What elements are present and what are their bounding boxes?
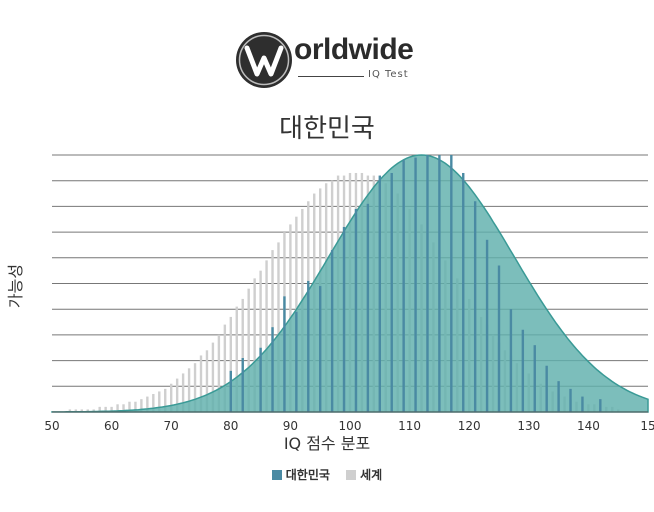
bar-korea xyxy=(599,399,602,412)
legend: 대한민국 세계 xyxy=(0,466,654,483)
bar-world xyxy=(277,242,280,412)
x-tick-label: 15 xyxy=(640,419,654,433)
bar-korea xyxy=(473,201,477,412)
bar-world xyxy=(74,409,78,412)
bar-world xyxy=(116,404,119,412)
legend-label-world: 세계 xyxy=(360,468,383,482)
bar-korea xyxy=(485,239,489,412)
legend-item-world[interactable]: 세계 xyxy=(346,466,382,483)
bar-world xyxy=(122,404,125,412)
y-axis-label: 가능성 xyxy=(6,263,26,309)
x-tick-label: 120 xyxy=(458,419,481,433)
bar-korea xyxy=(354,208,358,412)
bar-korea xyxy=(366,203,370,412)
x-tick-label: 90 xyxy=(283,419,298,433)
bar-world xyxy=(259,270,262,412)
bar-world xyxy=(164,388,167,412)
bar-world xyxy=(128,401,131,412)
bar-world xyxy=(235,306,238,412)
bar-korea xyxy=(307,280,310,412)
x-tick-label: 110 xyxy=(398,419,421,433)
bar-world xyxy=(193,363,197,412)
bar-korea xyxy=(390,172,393,412)
korea-series xyxy=(229,155,602,412)
bar-world xyxy=(241,298,244,412)
bar-korea xyxy=(509,309,513,412)
bar-korea xyxy=(521,329,525,412)
bar-world xyxy=(223,324,227,412)
x-tick-label: 50 xyxy=(44,419,59,433)
logo-divider xyxy=(298,76,364,77)
logo-subtitle: IQ Test xyxy=(368,69,409,80)
bar-world xyxy=(229,316,232,412)
bar-world xyxy=(253,278,256,412)
bar-world xyxy=(170,383,173,412)
bar-world xyxy=(265,260,268,412)
bar-korea xyxy=(330,250,334,412)
bar-world xyxy=(211,342,215,412)
bar-korea xyxy=(426,155,429,412)
x-tick-label: 70 xyxy=(164,419,179,433)
bar-world xyxy=(134,401,137,412)
bar-korea xyxy=(378,175,381,412)
bar-korea xyxy=(533,345,536,412)
bar-world xyxy=(110,406,113,412)
bar-korea xyxy=(450,155,453,412)
bar-korea xyxy=(229,370,232,412)
bar-world xyxy=(187,368,191,412)
bar-world xyxy=(152,394,155,412)
bar-world xyxy=(175,378,179,412)
legend-swatch-korea xyxy=(271,470,282,480)
bar-korea xyxy=(497,265,501,412)
x-tick-label: 130 xyxy=(517,419,540,433)
x-tick-label: 80 xyxy=(223,419,238,433)
bar-korea xyxy=(414,157,417,412)
legend-swatch-world xyxy=(346,470,357,480)
bar-korea xyxy=(319,286,322,412)
x-tick-label: 60 xyxy=(104,419,119,433)
bar-world xyxy=(140,399,143,412)
bar-world xyxy=(247,288,250,412)
bar-world xyxy=(181,373,185,412)
bar-world xyxy=(86,409,89,412)
bar-world xyxy=(80,409,83,412)
legend-item-korea[interactable]: 대한민국 xyxy=(271,466,330,483)
bar-world xyxy=(217,334,221,412)
bar-korea xyxy=(271,327,274,412)
bar-world xyxy=(68,409,72,412)
bar-korea xyxy=(581,396,584,412)
bar-world xyxy=(205,350,209,412)
bar-world xyxy=(104,406,107,412)
bar-korea xyxy=(569,388,572,412)
logo-w-icon xyxy=(236,32,292,88)
bar-world xyxy=(199,355,203,412)
bar-korea xyxy=(259,347,262,412)
bar-korea xyxy=(295,311,298,412)
worldwide-logo: orldwide IQ Test xyxy=(234,30,424,92)
logo-wordmark: orldwide xyxy=(294,33,414,66)
x-tick-label: 140 xyxy=(577,419,600,433)
bar-world xyxy=(158,391,161,412)
bar-korea xyxy=(283,296,286,412)
bar-korea xyxy=(342,226,346,412)
x-tick-labels: 50 60 70 80 90 100 110 120 130 140 15 xyxy=(44,419,654,433)
bar-world xyxy=(92,409,95,412)
x-tick-label: 100 xyxy=(339,419,362,433)
bar-korea xyxy=(241,358,244,412)
chart-title: 대한민국 xyxy=(279,114,375,144)
x-axis-label: IQ 점수 분포 xyxy=(283,434,371,453)
bar-korea xyxy=(402,160,405,412)
bar-korea xyxy=(557,381,560,412)
bar-korea xyxy=(545,365,548,412)
bar-korea xyxy=(462,172,465,412)
bar-world xyxy=(146,396,149,412)
bar-world xyxy=(98,406,101,412)
bar-korea xyxy=(438,155,441,412)
legend-label-korea: 대한민국 xyxy=(285,468,330,482)
